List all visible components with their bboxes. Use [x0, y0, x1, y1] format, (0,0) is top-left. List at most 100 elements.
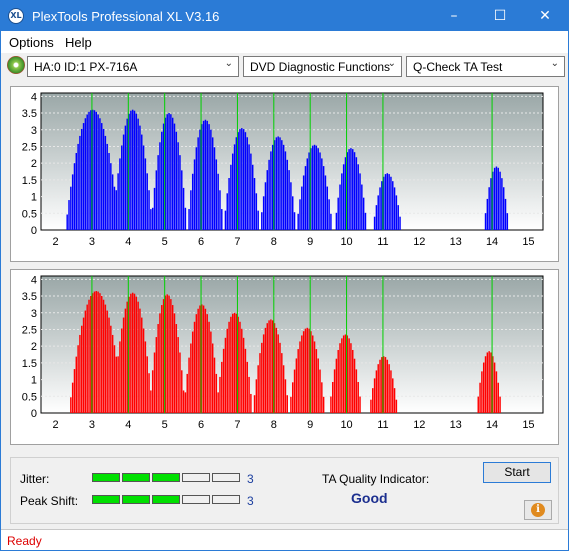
maximize-button[interactable]: ☐ [493, 8, 507, 24]
function-select[interactable]: DVD Diagnostic Functions ⌄ [243, 56, 402, 77]
data-bar [395, 399, 398, 413]
data-bar [126, 118, 128, 230]
y-tick-label: 3.5 [22, 291, 37, 303]
data-bar [479, 382, 481, 413]
data-bar [108, 317, 110, 413]
data-bar [215, 373, 218, 413]
data-bar [266, 323, 268, 413]
data-bar [290, 396, 292, 413]
data-bar [130, 293, 132, 413]
data-bar [181, 370, 183, 413]
menu-help[interactable]: Help [65, 35, 92, 50]
data-bar [244, 348, 247, 413]
data-bar [490, 178, 492, 230]
data-bar [319, 369, 321, 413]
data-bar [284, 379, 287, 413]
data-bar [337, 197, 339, 230]
data-bar [184, 392, 187, 413]
data-bar [115, 190, 118, 230]
data-bar [386, 173, 389, 230]
data-bar [357, 381, 359, 413]
data-bar [84, 118, 87, 230]
data-bar [199, 129, 201, 230]
y-tick-label: 0 [31, 408, 37, 420]
data-bar [342, 335, 345, 413]
menu-options[interactable]: Options [9, 35, 54, 50]
data-bar [171, 305, 174, 413]
data-bar [364, 212, 367, 230]
data-bar [186, 373, 188, 413]
data-bar [313, 144, 316, 230]
data-bar [239, 129, 241, 230]
y-tick-label: 0.5 [22, 208, 37, 220]
data-bar [222, 348, 225, 413]
data-bar [150, 390, 152, 413]
data-bar [261, 212, 263, 230]
data-bar [126, 301, 128, 413]
x-tick-label: 7 [234, 236, 240, 248]
data-bar [253, 178, 256, 230]
data-bar [219, 190, 221, 230]
data-bar [504, 198, 507, 230]
data-bar [193, 321, 196, 413]
data-bar [393, 388, 396, 413]
data-bar [81, 128, 83, 230]
data-bar [495, 166, 498, 230]
info-button[interactable]: i [524, 500, 552, 520]
data-bar [104, 304, 107, 413]
data-bar [137, 118, 139, 230]
data-bar [177, 337, 179, 413]
data-bar [79, 334, 81, 413]
title-bar[interactable]: XL PlexTools Professional XL V3.16 – ☐ ✕ [1, 1, 568, 31]
data-bar [88, 111, 90, 230]
data-bar [88, 299, 90, 413]
test-select[interactable]: Q-Check TA Test ⌄ [406, 56, 565, 77]
data-bar [166, 114, 168, 230]
data-bar [393, 187, 396, 230]
data-bar [82, 123, 85, 230]
data-bar [217, 173, 219, 230]
data-bar [244, 132, 247, 230]
data-bar [279, 137, 281, 230]
data-bar [70, 397, 72, 413]
data-bar [224, 210, 227, 230]
data-bar [297, 349, 299, 413]
data-bar [113, 186, 116, 230]
data-bar [71, 174, 74, 230]
data-bar [81, 325, 83, 413]
data-bar [379, 187, 381, 230]
data-bar [395, 195, 398, 230]
drive-select[interactable]: HA:0 ID:1 PX-716A ⌄ [27, 56, 239, 77]
data-bar [384, 174, 387, 230]
close-button[interactable]: ✕ [539, 8, 551, 24]
data-bar [373, 378, 376, 413]
data-bar [359, 173, 361, 230]
data-bar [233, 312, 236, 413]
data-bar [95, 111, 98, 230]
data-bar [90, 110, 92, 230]
data-bar [137, 301, 139, 413]
data-bar [159, 142, 161, 230]
meter-segment [122, 495, 150, 504]
minimize-button[interactable]: – [450, 8, 458, 24]
y-tick-label: 0.5 [22, 391, 37, 403]
data-bar [91, 293, 94, 413]
x-tick-label: 13 [450, 419, 462, 431]
data-bar [113, 345, 116, 413]
data-bar [279, 342, 281, 413]
data-bar [361, 184, 363, 230]
data-bar [319, 152, 321, 230]
status-bar: Ready [1, 529, 568, 550]
start-button[interactable]: Start [483, 462, 551, 483]
data-bar [310, 331, 312, 413]
x-tick-label: 2 [52, 419, 58, 431]
x-tick-label: 8 [271, 419, 277, 431]
jitter-chart: 4 3.5 3 2.5 2 1.5 1 0.5 0 2 3 4 5 6 7 8 9 10 11 12 13 14 15 [10, 86, 559, 262]
data-bar [190, 190, 192, 230]
data-bar [121, 145, 123, 230]
data-bar [355, 157, 358, 230]
data-bar [151, 207, 154, 230]
data-bar [91, 109, 94, 230]
jitter-meter [92, 473, 242, 482]
y-tick-label: 3 [31, 125, 37, 137]
